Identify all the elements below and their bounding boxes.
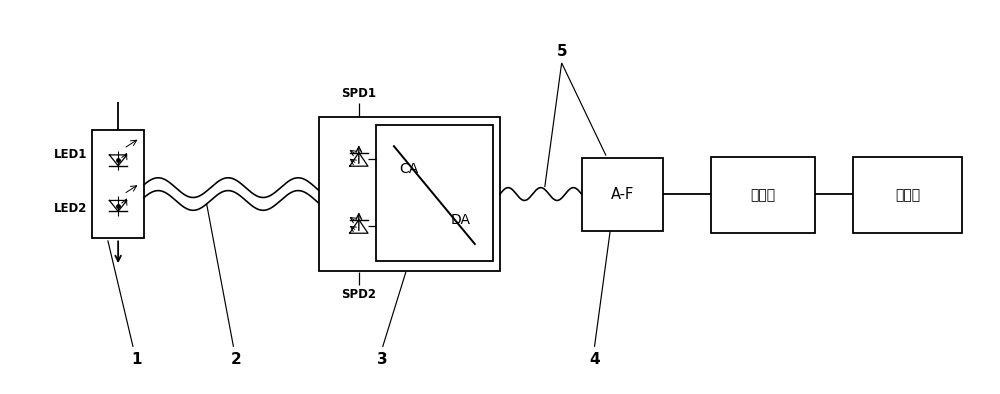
Bar (582, 158, 663, 230)
Bar (92, 130, 144, 238)
Text: CA: CA (399, 162, 418, 176)
Text: SPD2: SPD2 (341, 288, 376, 301)
Bar (319, 117, 500, 271)
Text: 1: 1 (132, 352, 142, 367)
Text: 计算机: 计算机 (895, 188, 920, 202)
Bar (711, 156, 815, 234)
Text: DA: DA (450, 213, 470, 227)
Bar (853, 156, 962, 234)
Text: 采集卡: 采集卡 (750, 188, 776, 202)
Text: LED1: LED1 (54, 149, 87, 162)
Text: 5: 5 (556, 44, 567, 59)
Bar (376, 125, 493, 261)
Text: 3: 3 (377, 352, 388, 367)
Text: 2: 2 (231, 352, 242, 367)
Text: 4: 4 (589, 352, 600, 367)
Text: SPD1: SPD1 (341, 87, 376, 100)
Text: A-F: A-F (611, 186, 634, 202)
Text: LED2: LED2 (54, 202, 87, 215)
